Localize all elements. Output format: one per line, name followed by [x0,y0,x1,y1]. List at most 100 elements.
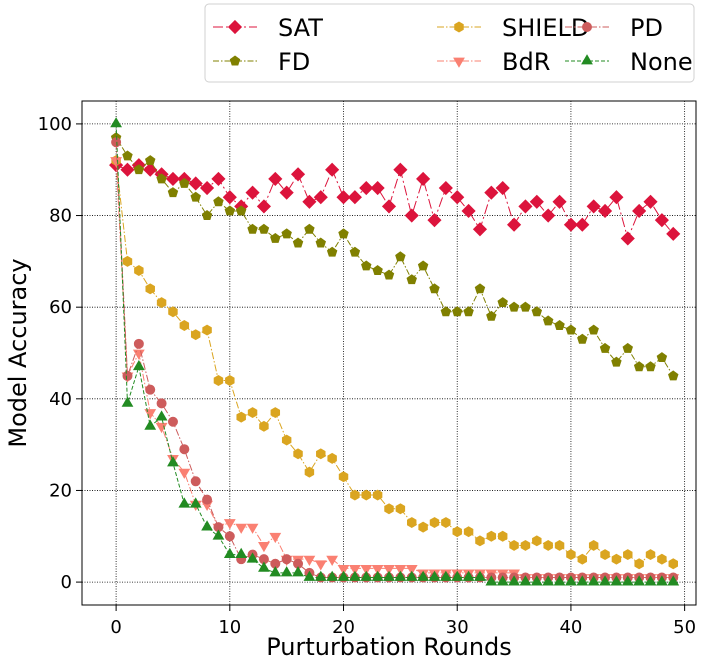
legend-item-pd: PD [565,14,663,42]
data-point [223,519,236,530]
data-point [566,549,576,561]
data-point [394,570,407,581]
data-point [338,471,349,483]
data-point [224,205,236,216]
data-point [326,246,338,257]
data-point [667,575,680,586]
data-point [178,468,191,479]
data-point [407,517,417,528]
legend-label: SAT [278,14,323,42]
data-point [190,476,201,487]
data-point [417,570,430,581]
data-point [314,560,327,571]
x-axis-ticks: 0 10 20 30 40 50 [110,605,696,638]
legend-marker [454,21,464,33]
series-layer [109,117,681,586]
data-point [552,194,567,209]
data-point [168,306,178,318]
data-point [246,523,259,534]
data-point [235,547,248,558]
data-point [202,494,213,505]
data-point [404,208,419,223]
data-point [520,539,531,551]
data-point [326,555,339,566]
data-point [644,575,657,586]
data-point [666,226,681,241]
data-point [360,570,373,581]
data-point [122,255,133,267]
data-point [461,203,476,219]
data-point [281,554,292,565]
x-axis-label: Purturbation Rounds [266,633,512,661]
data-point [155,422,168,434]
x-tick-label: 20 [332,617,355,638]
data-point [451,570,464,581]
data-point [462,570,475,581]
data-point [472,222,488,237]
data-point [235,205,247,216]
data-point [279,185,294,200]
data-point [110,157,123,168]
data-point [417,260,429,271]
legend-marker [453,57,465,68]
data-point [497,297,508,308]
data-point [668,370,679,381]
data-point [531,306,543,317]
data-point [381,199,397,214]
data-point [121,396,134,407]
data-point [189,497,202,508]
data-point [314,570,327,581]
legend-label: FD [278,48,310,76]
data-point [350,489,360,501]
y-axis-ticks: 0 20 40 60 80 100 [38,114,82,593]
data-point [485,575,498,586]
data-point [611,356,622,367]
y-tick-label: 60 [49,297,72,318]
data-point [246,552,259,563]
data-point [144,409,157,420]
series-none [110,117,680,586]
data-point [167,456,179,467]
data-point [156,297,167,309]
data-point [418,521,428,533]
x-tick-label: 50 [673,617,696,638]
legend-item-shield: SHIELD [437,14,589,42]
series-line [115,123,674,583]
data-point [575,217,590,232]
data-point [167,187,179,198]
legend-marker [582,21,593,32]
data-point [202,324,212,336]
data-point [632,203,647,219]
data-point [588,324,599,335]
data-point [256,199,271,214]
x-tick-label: 40 [559,617,582,638]
y-tick-label: 40 [49,389,72,410]
data-point [258,561,270,572]
data-point [645,549,656,561]
data-point [144,419,157,430]
legend-item-none: None [565,48,693,76]
data-point [395,503,406,515]
data-point [654,213,669,228]
data-point [145,384,156,395]
data-point [156,173,167,184]
data-point [222,190,237,205]
data-point [361,489,371,501]
data-point [325,162,340,177]
data-point [383,570,395,581]
data-point [463,306,474,317]
data-point [316,448,326,460]
data-point [326,570,339,581]
data-point [577,553,588,565]
data-point [190,191,201,202]
data-point [643,194,658,209]
data-point [304,223,315,234]
data-point [179,320,190,331]
data-point [190,329,201,341]
data-point [337,564,350,576]
data-point [588,539,599,551]
data-point [122,370,133,381]
data-point [270,407,281,419]
series-shield [111,155,678,570]
